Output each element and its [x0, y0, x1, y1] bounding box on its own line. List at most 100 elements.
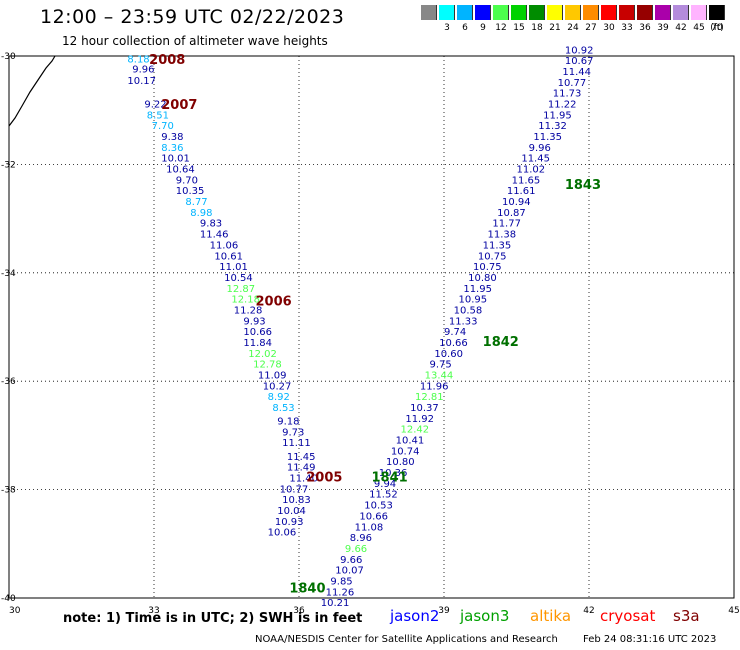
wave-height-value: 10.80	[386, 457, 415, 468]
wave-height-value: 7.70	[152, 121, 174, 132]
scale-label: 70	[711, 23, 723, 33]
scale-swatch	[439, 5, 455, 20]
x-tick-label: 30	[9, 606, 21, 616]
wave-height-value: 11.45	[521, 154, 550, 165]
wave-height-value: 11.06	[210, 240, 239, 251]
wave-height-value: 11.95	[463, 284, 492, 295]
wave-height-value: 10.77	[558, 78, 587, 89]
scale-unit: (ft)	[710, 23, 724, 33]
wave-height-value: 10.04	[277, 506, 306, 517]
pass-label: 2005	[306, 470, 342, 485]
scale-swatch	[637, 5, 653, 20]
wave-height-value: 10.77	[280, 484, 309, 495]
wave-height-value: 9.75	[430, 360, 452, 371]
satellite-altika: altika	[530, 607, 572, 625]
wave-height-value: 10.60	[434, 349, 463, 360]
scale-swatch	[529, 5, 545, 20]
wave-height-value: 8.51	[147, 110, 169, 121]
wave-height-value: 10.94	[502, 197, 531, 208]
satellite-jason2: jason2	[390, 607, 440, 625]
wave-height-value: 9.22	[144, 99, 166, 110]
wave-height-value: 8.77	[185, 197, 207, 208]
y-tick-label: -34	[1, 269, 16, 279]
wave-height-value: 8.92	[268, 392, 290, 403]
wave-height-value: 12.87	[227, 284, 256, 295]
wave-height-value: 9.93	[243, 316, 265, 327]
wave-height-value: 11.26	[326, 587, 355, 598]
wave-height-value: 8.96	[350, 533, 372, 544]
satellite-cryosat: cryosat	[600, 607, 656, 625]
wave-height-value: 10.35	[176, 186, 205, 197]
wave-height-value: 12.81	[415, 392, 444, 403]
wave-height-value: 10.36	[379, 468, 408, 479]
pass-label: 1841	[372, 470, 408, 485]
wave-height-value: 9.73	[282, 427, 304, 438]
pass-labels: 2008 2007 2006 2005 1843 1842 1841 1840	[149, 53, 601, 596]
wave-height-value: 11.22	[548, 99, 577, 110]
wave-height-value: 10.01	[161, 154, 190, 165]
map-grid	[9, 56, 734, 598]
wave-height-value: 12.78	[253, 360, 282, 371]
wave-height-value: 10.75	[478, 251, 507, 262]
wave-height-value: 10.67	[565, 56, 594, 67]
scale-label: 30	[603, 23, 615, 33]
y-tick-label: -30	[1, 52, 16, 62]
page-subtitle: 12 hour collection of altimeter wave hei…	[62, 34, 328, 48]
wave-height-value: 10.53	[364, 501, 393, 512]
scale-swatch	[457, 5, 473, 20]
wave-height-value: 11.11	[282, 438, 311, 449]
scale-label: 24	[567, 23, 579, 33]
wave-height-value: 11.96	[420, 381, 449, 392]
wave-height-value: 11.84	[243, 338, 272, 349]
scale-swatch	[655, 5, 671, 20]
wave-height-value: 10.61	[214, 251, 243, 262]
scale-swatch	[709, 5, 725, 20]
wave-height-value: 10.66	[439, 338, 468, 349]
wave-height-value: 11.35	[483, 240, 512, 251]
wave-height-value: 10.66	[359, 511, 388, 522]
wave-height-value: 11.44	[562, 67, 591, 78]
wave-height-value: 9.96	[529, 143, 551, 154]
wave-height-value: 9.94	[374, 479, 396, 490]
wave-height-value: 8.98	[190, 208, 212, 219]
scale-label: 39	[657, 23, 669, 33]
wave-height-value: 11.61	[507, 186, 536, 197]
scale-label: 18	[531, 23, 543, 33]
wave-height-value: 8.53	[272, 403, 294, 414]
page-title: 12:00 – 23:59 UTC 02/22/2023	[40, 6, 345, 28]
wave-height-value: 11.73	[553, 89, 582, 100]
wave-height-value: 11.28	[234, 305, 263, 316]
scale-label: 45	[693, 23, 705, 33]
scale-label: 3	[444, 23, 450, 33]
wave-height-value: 13.44	[425, 370, 454, 381]
x-tick-label: 45	[728, 606, 739, 616]
wave-height-value: 11.46	[200, 230, 229, 241]
pass-label: 1843	[565, 178, 601, 193]
wave-height-value: 10.21	[321, 598, 350, 609]
wave-height-value: 11.02	[517, 165, 546, 176]
credit-line: NOAA/NESDIS Center for Satellite Applica…	[255, 634, 558, 645]
scale-label: 15	[513, 23, 525, 33]
wave-height-value: 11.49	[287, 463, 316, 474]
pass-label: 1842	[483, 335, 519, 350]
scale-swatch	[691, 5, 707, 20]
wave-height-value: 10.64	[166, 165, 195, 176]
wave-height-value: 10.80	[468, 273, 497, 284]
wave-height-value: 11.32	[538, 121, 567, 132]
footnote: note: 1) Time is in UTC; 2) SWH is in fe…	[63, 611, 363, 626]
scale-swatch	[511, 5, 527, 20]
wave-height-value: 10.93	[275, 517, 304, 528]
wave-height-value: 10.27	[263, 381, 292, 392]
wave-height-value: 10.87	[497, 208, 526, 219]
wave-height-value: 11.92	[405, 414, 434, 425]
wave-height-value: 9.70	[176, 175, 198, 186]
scale-swatch	[421, 5, 437, 20]
wave-height-value: 10.58	[454, 305, 483, 316]
pass-label: 2007	[161, 98, 197, 113]
wave-height-value: 9.18	[277, 417, 299, 428]
wave-height-value: 10.41	[396, 436, 425, 447]
y-tick-label: -38	[1, 486, 16, 496]
wave-height-value: 11.95	[543, 110, 572, 121]
scale-label: 9	[480, 23, 486, 33]
pass-label: 2006	[256, 294, 292, 309]
